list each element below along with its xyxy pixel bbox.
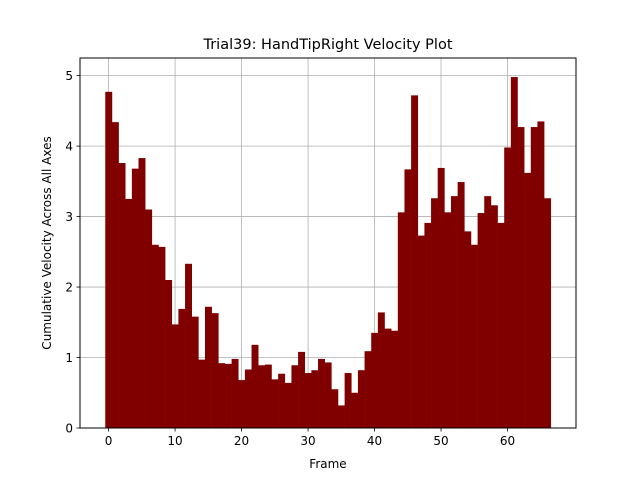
bar <box>304 373 312 428</box>
bar <box>371 332 379 428</box>
bar <box>125 198 133 428</box>
x-tick-label: 30 <box>300 434 315 448</box>
bar <box>344 373 352 428</box>
x-axis-ticks: 0 10 20 30 40 50 60 <box>105 428 515 448</box>
bar <box>337 405 345 428</box>
bar <box>431 198 439 428</box>
bar <box>145 209 153 428</box>
bar <box>530 127 538 429</box>
bar <box>517 127 525 429</box>
bar <box>231 358 239 428</box>
bar <box>331 389 339 428</box>
bar <box>218 363 226 428</box>
x-tick-label: 40 <box>367 434 382 448</box>
bar <box>165 280 173 428</box>
plot-frame <box>79 57 577 429</box>
bar <box>198 359 206 428</box>
bar <box>404 169 412 428</box>
bar <box>464 231 472 428</box>
bar <box>251 344 259 428</box>
bar <box>397 212 405 428</box>
bar <box>284 382 292 428</box>
bar <box>311 370 319 428</box>
bar <box>357 370 365 428</box>
bar <box>411 95 419 428</box>
bar <box>391 330 399 428</box>
bar <box>524 172 532 428</box>
bar <box>264 364 272 428</box>
bar <box>151 244 159 428</box>
bar <box>278 373 286 428</box>
bar <box>191 316 199 428</box>
bar <box>424 222 432 428</box>
bar <box>537 121 545 428</box>
bar <box>211 313 219 428</box>
y-tick-label: 0 <box>65 421 73 435</box>
bar <box>484 196 492 428</box>
bar <box>224 363 232 428</box>
bar <box>490 205 498 428</box>
bar <box>271 379 279 428</box>
y-axis-label: Cumulative Velocity Across All Axes <box>40 136 54 349</box>
bar <box>178 308 186 428</box>
bar <box>158 246 166 428</box>
y-axis-ticks: 0 1 2 3 4 5 <box>65 69 80 435</box>
bar <box>351 392 359 428</box>
y-tick-label: 1 <box>65 351 73 365</box>
bar <box>244 369 252 428</box>
bar <box>457 182 465 428</box>
bar <box>444 212 452 428</box>
y-tick-label: 3 <box>65 210 73 224</box>
bar <box>238 380 246 428</box>
bar <box>324 362 332 428</box>
bar-series <box>105 77 552 429</box>
x-tick-label: 10 <box>167 434 182 448</box>
x-tick-label: 0 <box>105 434 113 448</box>
bar <box>417 235 425 428</box>
bar <box>131 168 139 428</box>
x-axis-label: Frame <box>309 457 346 471</box>
bar <box>384 328 392 428</box>
bar <box>510 77 518 429</box>
bar <box>291 365 299 428</box>
bar <box>504 147 512 428</box>
y-tick-label: 4 <box>65 139 73 153</box>
bar <box>105 91 113 428</box>
bar <box>185 263 192 428</box>
bar <box>171 324 179 428</box>
chart-title: Trial39: HandTipRight Velocity Plot <box>202 37 452 53</box>
bar <box>298 351 306 428</box>
bar <box>544 198 552 428</box>
x-tick-label: 20 <box>234 434 249 448</box>
bar <box>364 351 372 428</box>
x-tick-label: 60 <box>500 434 515 448</box>
x-tick-label: 50 <box>433 434 448 448</box>
bar <box>204 306 212 428</box>
bar <box>318 358 325 428</box>
bar <box>497 222 505 428</box>
bar <box>138 158 146 429</box>
y-tick-label: 5 <box>65 69 73 83</box>
bar <box>258 365 266 428</box>
bar <box>118 163 126 428</box>
bar <box>437 167 445 428</box>
bar <box>111 122 119 428</box>
y-tick-label: 2 <box>65 280 73 294</box>
bar <box>451 196 458 428</box>
bar <box>477 213 485 428</box>
bar <box>377 312 385 428</box>
bar <box>470 244 478 428</box>
